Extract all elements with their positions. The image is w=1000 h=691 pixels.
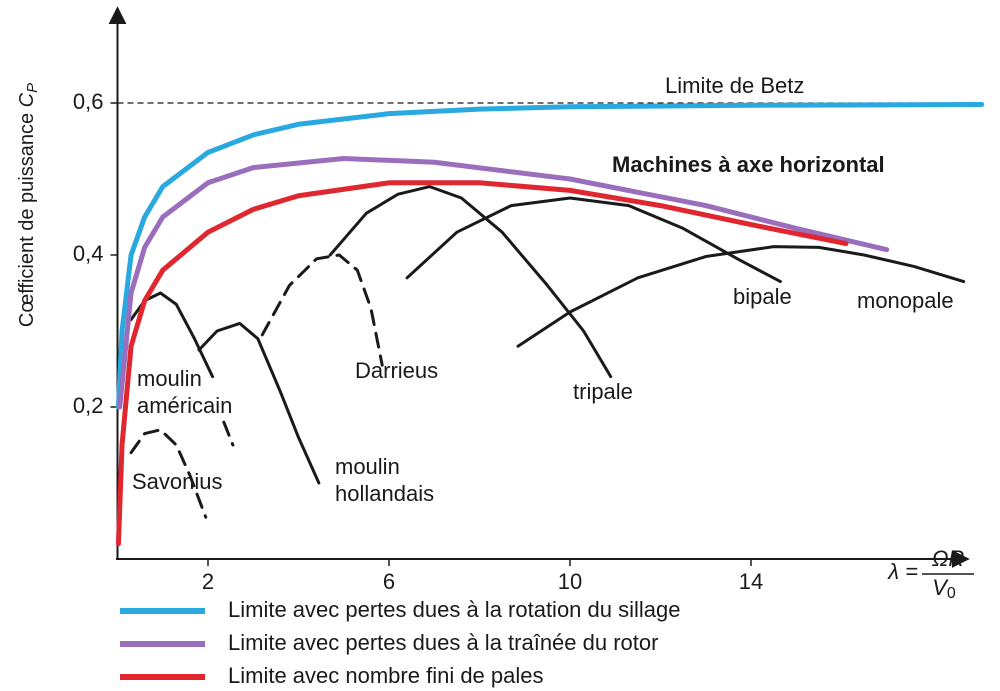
limit-line	[115, 102, 985, 410]
legend-label: Limite avec pertes dues à la traînée du …	[228, 630, 658, 655]
curve-label: bipale	[733, 284, 792, 309]
machine-curve	[129, 428, 208, 519]
curve-label: moulin	[335, 454, 400, 479]
y-tick-label: 0,2	[73, 393, 104, 418]
machine-curve	[516, 245, 966, 348]
x-label-numerator: ΩR	[932, 546, 965, 571]
x-label-lhs: λ =	[887, 559, 918, 584]
curve-label: américain	[137, 393, 232, 418]
y-tick-label: 0,6	[73, 89, 104, 114]
curve-label: tripale	[573, 379, 633, 404]
x-tick-label: 14	[739, 569, 763, 594]
curve-label: Darrieus	[355, 358, 438, 383]
machine-curve	[260, 253, 384, 367]
curve-label: moulin	[137, 366, 202, 391]
x-tick-label: 10	[558, 569, 582, 594]
legend-label: Limite avec nombre fini de pales	[228, 663, 544, 688]
x-label-denominator: V0	[932, 575, 956, 602]
legend-label: Limite avec pertes dues à la rotation du…	[228, 597, 680, 622]
machine-curve	[222, 420, 235, 447]
y-axis-label: Cœfficient de puissance CP	[16, 83, 41, 327]
curve-label: monopale	[857, 288, 954, 313]
machine-curve	[328, 185, 613, 379]
x-axis-label: λ = ΩR V0	[887, 546, 974, 602]
curve-label: Savonius	[132, 469, 223, 494]
limit-line	[117, 155, 890, 410]
betz-label: Limite de Betz	[665, 73, 804, 98]
annotation: Machines à axe horizontal	[612, 152, 885, 177]
machine-curve	[197, 321, 321, 485]
curve-label: hollandais	[335, 481, 434, 506]
x-tick-label: 6	[383, 569, 395, 594]
x-tick-label: 2	[202, 569, 214, 594]
limit-line	[115, 180, 849, 547]
y-tick-label: 0,4	[73, 241, 104, 266]
